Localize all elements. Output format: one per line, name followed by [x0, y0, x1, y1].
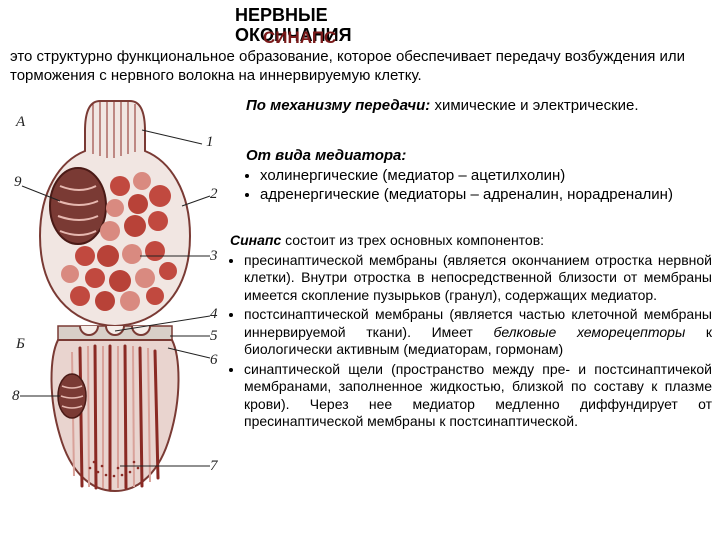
components-item: постсинаптической мембраны (является час… — [244, 306, 712, 359]
mediator-item: холинергические (медиатор – ацетилхолин) — [260, 166, 706, 186]
subtitle: СИНАПС — [263, 28, 336, 48]
title-line-1: НЕРВНЫЕ — [235, 6, 352, 26]
components-lead-text: состоит из трех основных компонентов: — [281, 232, 544, 248]
components-list: пресинаптической мембраны (является окон… — [230, 252, 712, 431]
mechanism-text: химические и электрические. — [430, 97, 638, 114]
components-item: синаптической щели (пространство между п… — [244, 361, 712, 431]
label-3: 3 — [209, 248, 218, 264]
label-A: А — [15, 114, 26, 130]
components-lead-label: Синапс — [230, 232, 281, 248]
components-block: Синапс состоит из трех основных компонен… — [230, 232, 712, 433]
mediator-label: От вида медиатора: — [246, 146, 706, 166]
mechanism-label: По механизму передачи: — [246, 97, 430, 114]
label-1: 1 — [206, 134, 214, 150]
mediator-block: От вида медиатора: холинергические (меди… — [246, 146, 706, 205]
label-5: 5 — [210, 328, 218, 344]
label-B: Б — [15, 336, 25, 352]
label-9: 9 — [14, 174, 22, 190]
label-2: 2 — [210, 186, 218, 202]
label-6: 6 — [210, 352, 218, 368]
synapse-diagram: А Б 1 2 3 4 5 6 7 8 9 — [10, 96, 220, 496]
components-lead: Синапс состоит из трех основных компонен… — [230, 232, 712, 250]
mediator-item: адренергические (медиаторы – адреналин, … — [260, 185, 706, 205]
components-item: пресинаптической мембраны (является окон… — [244, 252, 712, 305]
label-4: 4 — [210, 306, 218, 322]
intro-text: это структурно функциональное образовани… — [10, 48, 710, 86]
organelle — [50, 168, 106, 244]
mechanism-block: По механизму передачи: химические и элек… — [246, 96, 706, 116]
label-7: 7 — [210, 458, 219, 474]
label-8: 8 — [12, 388, 20, 404]
mediator-list: холинергические (медиатор – ацетилхолин)… — [246, 166, 706, 205]
